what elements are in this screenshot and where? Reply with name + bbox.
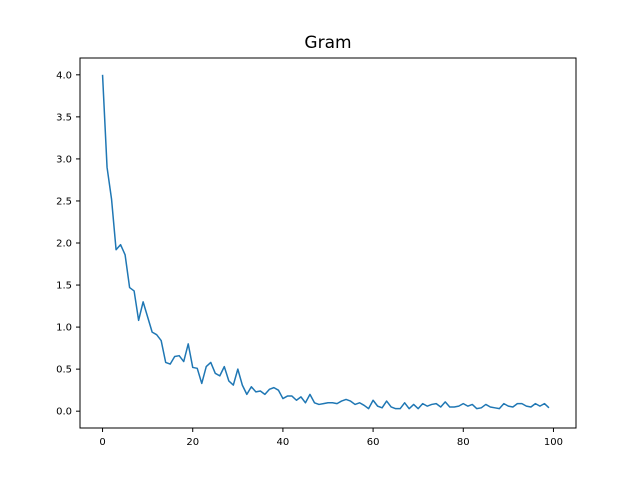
- series-line: [101, 74, 550, 410]
- x-tick-label: 60: [367, 437, 380, 448]
- y-tick-label: 3.0: [56, 154, 72, 165]
- y-tick-label: 1.0: [56, 323, 72, 334]
- plot-area: 0 20 40 60 80 100 0.0 0.5 1.0 1.5 2.0 2.5 3.0 3.5 4.0: [56, 70, 563, 448]
- axes-frame: [79, 57, 577, 429]
- x-tick-label: 0: [99, 437, 105, 448]
- y-tick-label: 0.5: [56, 365, 72, 376]
- x-tick-label: 80: [457, 437, 470, 448]
- y-tick-label: 1.5: [56, 281, 72, 292]
- y-tick-label: 0.0: [56, 407, 72, 418]
- y-tick-label: 4.0: [56, 70, 72, 81]
- chart-title: Gram: [304, 33, 351, 53]
- x-tick-label: 40: [277, 437, 290, 448]
- y-tick-label: 3.5: [56, 112, 72, 123]
- y-tick-label: 2.5: [56, 196, 72, 207]
- x-tick-label: 100: [544, 437, 563, 448]
- x-tick-label: 20: [186, 437, 199, 448]
- y-tick-label: 2.0: [56, 239, 72, 250]
